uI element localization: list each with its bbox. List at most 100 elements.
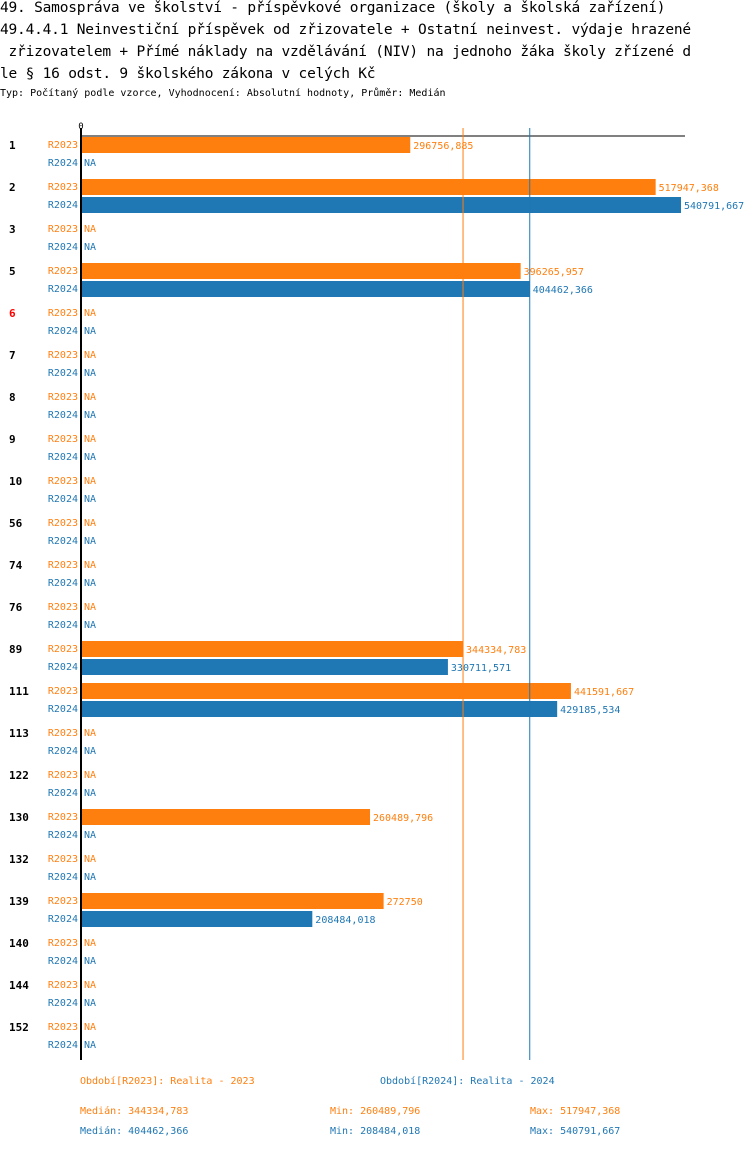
series-label: R2023 [48, 1022, 78, 1033]
bar-r2023 [81, 263, 521, 279]
series-label: R2023 [48, 686, 78, 697]
series-label: R2024 [48, 284, 78, 295]
category-label: 113 [9, 727, 29, 740]
series-label: R2023 [48, 476, 78, 487]
series-label: R2023 [48, 602, 78, 613]
series-label: R2023 [48, 980, 78, 991]
series-label: R2023 [48, 560, 78, 571]
value-label-na: NA [84, 476, 96, 487]
stat-max-r2023: Max: 517947,368 [530, 1106, 621, 1117]
value-label: 260489,796 [373, 813, 433, 824]
category-label: 74 [9, 559, 23, 572]
value-label-na: NA [84, 770, 96, 781]
value-label: 208484,018 [315, 915, 375, 926]
subtitle: Typ: Počítaný podle vzorce, Vyhodnocení:… [0, 88, 446, 99]
value-label: 540791,667 [684, 201, 744, 212]
bar-r2023 [81, 179, 656, 195]
value-label-na: NA [84, 578, 96, 589]
value-label-na: NA [84, 452, 96, 463]
series-label: R2023 [48, 938, 78, 949]
value-label-na: NA [84, 392, 96, 403]
value-label: 296756,885 [413, 141, 473, 152]
category-label: 2 [9, 181, 16, 194]
value-label: 272750 [387, 897, 423, 908]
category-label: 76 [9, 601, 23, 614]
series-label: R2024 [48, 956, 78, 967]
category-label: 56 [9, 517, 23, 530]
category-label: 130 [9, 811, 29, 824]
series-label: R2024 [48, 410, 78, 421]
bar-chart: 0 1 R2023 296756,885 R2024 NA 2 R2023 517947,368… [9, 122, 744, 1060]
series-label: R2023 [48, 224, 78, 235]
series-label: R2024 [48, 662, 78, 673]
value-label-na: NA [84, 158, 96, 169]
stat-max-r2024: Max: 540791,667 [530, 1126, 621, 1137]
series-label: R2024 [48, 788, 78, 799]
series-label: R2024 [48, 914, 78, 925]
value-label-na: NA [84, 854, 96, 865]
bar-r2023 [81, 137, 411, 153]
bar-r2023 [81, 641, 464, 657]
series-label: R2024 [48, 200, 78, 211]
value-label-na: NA [84, 1022, 96, 1033]
series-label: R2023 [48, 770, 78, 781]
title-line-2: 49.4.4.1 Neinvestiční příspěvek od zřizo… [0, 22, 691, 38]
series-label: R2023 [48, 518, 78, 529]
stat-median-r2024: Medián: 404462,366 [80, 1126, 189, 1137]
value-label: 404462,366 [533, 285, 593, 296]
series-label: R2024 [48, 494, 78, 505]
value-label-na: NA [84, 368, 96, 379]
legend-period-r2023: Období[R2023]: Realita - 2023 [80, 1076, 255, 1087]
category-label: 1 [9, 139, 16, 152]
category-label: 8 [9, 391, 16, 404]
value-label: 429185,534 [560, 705, 620, 716]
value-label-na: NA [84, 242, 96, 253]
title-line-4: le § 16 odst. 9 školského zákona v celýc… [0, 66, 376, 82]
category-label: 7 [9, 349, 16, 362]
value-label-na: NA [84, 308, 96, 319]
value-label: 396265,957 [524, 267, 584, 278]
series-label: R2023 [48, 140, 78, 151]
category-label: 152 [9, 1021, 29, 1034]
series-label: R2023 [48, 182, 78, 193]
series-label: R2023 [48, 854, 78, 865]
category-label: 3 [9, 223, 16, 236]
category-label: 139 [9, 895, 29, 908]
category-label: 140 [9, 937, 29, 950]
bar-r2023 [81, 893, 384, 909]
series-label: R2024 [48, 830, 78, 841]
value-label-na: NA [84, 602, 96, 613]
bar-r2023 [81, 809, 371, 825]
series-label: R2023 [48, 434, 78, 445]
value-label-na: NA [84, 956, 96, 967]
value-label-na: NA [84, 728, 96, 739]
series-label: R2023 [48, 350, 78, 361]
category-label: 5 [9, 265, 16, 278]
value-label-na: NA [84, 980, 96, 991]
value-label-na: NA [84, 1040, 96, 1051]
category-label: 6 [9, 307, 16, 320]
series-label: R2023 [48, 266, 78, 277]
category-label: 89 [9, 643, 22, 656]
value-label-na: NA [84, 620, 96, 631]
stat-median-r2023: Medián: 344334,783 [80, 1106, 189, 1117]
bar-r2024 [81, 197, 681, 213]
x-tick-label: 0 [78, 122, 83, 132]
series-label: R2024 [48, 536, 78, 547]
series-label: R2024 [48, 368, 78, 379]
stat-min-r2024: Min: 208484,018 [330, 1126, 421, 1137]
category-label: 122 [9, 769, 29, 782]
value-label-na: NA [84, 224, 96, 235]
series-label: R2023 [48, 812, 78, 823]
value-label-na: NA [84, 410, 96, 421]
series-label: R2024 [48, 704, 78, 715]
series-label: R2024 [48, 242, 78, 253]
series-label: R2024 [48, 1040, 78, 1051]
bar-r2024 [81, 281, 530, 297]
series-label: R2024 [48, 326, 78, 337]
series-label: R2024 [48, 158, 78, 169]
category-label: 10 [9, 475, 22, 488]
series-label: R2024 [48, 620, 78, 631]
series-label: R2024 [48, 578, 78, 589]
value-label-na: NA [84, 434, 96, 445]
